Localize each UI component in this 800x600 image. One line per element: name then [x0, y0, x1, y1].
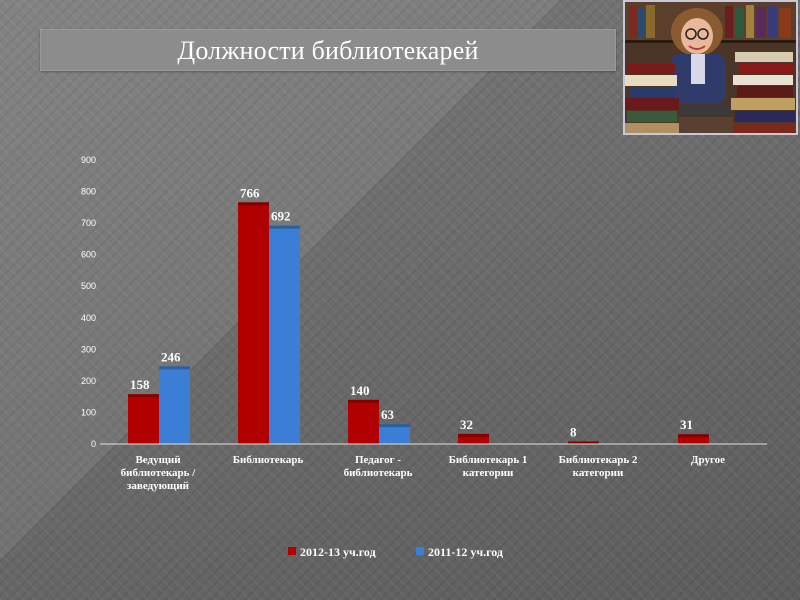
category-label: Педагог - [355, 454, 401, 466]
bar-1-2 [238, 202, 269, 444]
bar-top-shade [678, 434, 709, 438]
bar-top-shade [568, 441, 599, 445]
data-label: 63 [381, 407, 395, 422]
bar-top-shade [458, 433, 489, 437]
bar-top-shade [159, 366, 190, 370]
category-label: библиотекарь / [121, 467, 197, 479]
legend-swatch-1 [288, 547, 296, 555]
bar-top-shade [269, 225, 300, 229]
y-tick-label: 400 [81, 313, 96, 323]
bars [128, 202, 709, 445]
legend-label-2: 2011-12 уч.год [428, 545, 503, 559]
data-label: 692 [271, 209, 291, 224]
bar-top-shade [379, 424, 410, 428]
legend-label-1: 2012-13 уч.год [300, 545, 376, 559]
bar-1-6 [678, 434, 709, 444]
category-label: категории [573, 467, 624, 479]
data-label: 8 [570, 424, 577, 439]
y-tick-label: 700 [81, 218, 96, 228]
data-label: 31 [680, 417, 693, 432]
category-label: библиотекарь [344, 467, 413, 479]
y-tick-label: 0 [91, 439, 96, 449]
bar-top-shade [348, 399, 379, 403]
data-labels: 158 246 766 692 140 63 32 8 31 [130, 185, 693, 439]
category-label: Библиотекарь [233, 454, 304, 466]
librarian-photo-icon [623, 0, 798, 135]
category-label: Библиотекарь 1 [449, 454, 528, 466]
y-tick-label: 800 [81, 187, 96, 197]
legend-swatch-2 [416, 547, 424, 555]
y-tick-label: 300 [81, 344, 96, 354]
bar-1-4 [458, 433, 489, 444]
y-tick-label: 900 [81, 155, 96, 165]
y-tick-label: 100 [81, 407, 96, 417]
bar-2-2 [269, 225, 300, 444]
title-banner: Должности библиотекарей [40, 29, 616, 71]
category-label: Другое [691, 454, 725, 466]
y-axis-ticks: 0 100 200 300 400 500 600 700 800 900 [81, 155, 96, 449]
category-label: Библиотекарь 2 [559, 454, 638, 466]
bar-top-shade [128, 394, 159, 398]
data-label: 32 [460, 417, 473, 432]
y-tick-label: 200 [81, 376, 96, 386]
bar-2-1 [159, 366, 190, 444]
data-label: 158 [130, 377, 150, 392]
page-title: Должности библиотекарей [177, 36, 479, 65]
data-label: 246 [161, 349, 181, 364]
data-label: 766 [240, 185, 260, 200]
category-label: Ведущий [135, 454, 181, 466]
data-label: 140 [350, 383, 370, 398]
bar-top-shade [238, 202, 269, 206]
bar-1-1 [128, 394, 159, 444]
bar-1-3 [348, 399, 379, 444]
librarian-photo-illustration [625, 2, 796, 133]
category-label: категории [463, 467, 514, 479]
bar-2-3 [379, 424, 410, 444]
bar-1-5 [568, 441, 599, 444]
y-tick-label: 600 [81, 250, 96, 260]
y-tick-label: 500 [81, 281, 96, 291]
category-label: заведующий [127, 480, 190, 492]
legend: 2012-13 уч.год 2011-12 уч.год [288, 545, 503, 559]
